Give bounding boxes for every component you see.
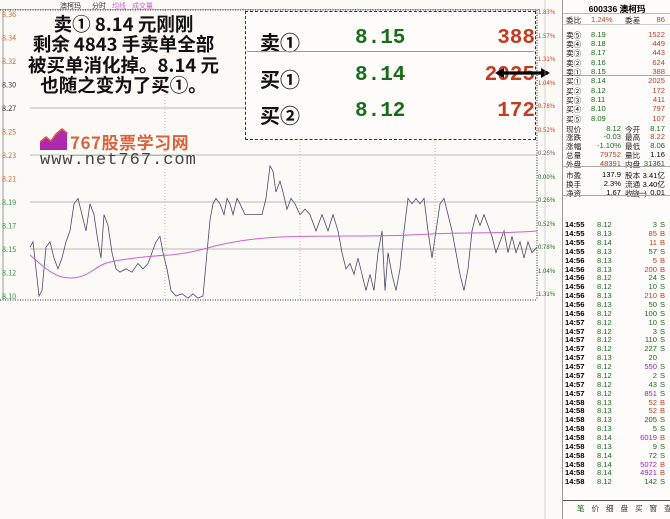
svg-text:8.12: 8.12	[2, 269, 16, 279]
svg-text:8.15: 8.15	[2, 245, 16, 255]
svg-text:8.17: 8.17	[2, 222, 16, 232]
svg-text:8.23: 8.23	[2, 151, 16, 161]
svg-text:8.27: 8.27	[2, 104, 16, 114]
svg-text:8.25: 8.25	[2, 128, 16, 138]
svg-text:8.19: 8.19	[2, 198, 16, 208]
svg-text:8.21: 8.21	[2, 175, 16, 185]
svg-text:8.10: 8.10	[2, 292, 16, 302]
